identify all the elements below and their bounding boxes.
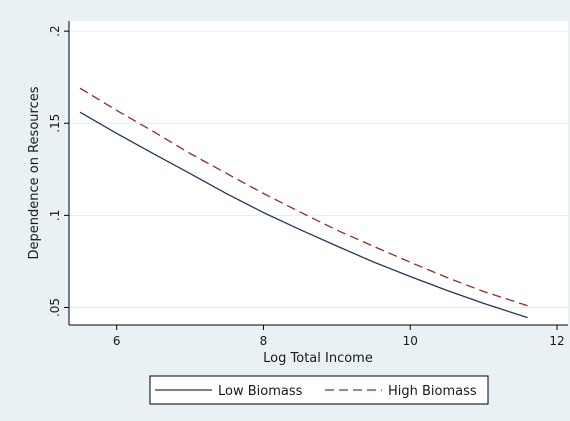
- y-axis-label: Dependence on Resources: [27, 86, 42, 259]
- x-axis-label: Log Total Income: [263, 351, 373, 366]
- y-axis-ticks: .05 .1 .15 .2: [48, 25, 69, 317]
- x-tick-label: 8: [260, 334, 268, 348]
- x-tick-label: 6: [113, 334, 121, 348]
- y-tick-label: .1: [48, 210, 62, 221]
- legend: Low Biomass High Biomass: [149, 375, 489, 405]
- x-axis-ticks: 6 8 10 12: [113, 325, 565, 348]
- gridlines: [69, 30, 568, 308]
- plot-area: [69, 21, 568, 325]
- legend-label-low-biomass: Low Biomass: [218, 384, 303, 399]
- legend-label-high-biomass: High Biomass: [388, 384, 477, 399]
- series-line-low-biomass: [79, 111, 528, 319]
- y-tick-label: .2: [48, 25, 62, 36]
- series-line-high-biomass: [79, 87, 528, 307]
- x-tick-label: 12: [549, 334, 564, 348]
- x-tick-label: 10: [403, 334, 418, 348]
- y-tick-label: .15: [48, 114, 62, 133]
- y-tick-label: .05: [48, 298, 62, 317]
- series-layer: [79, 87, 528, 319]
